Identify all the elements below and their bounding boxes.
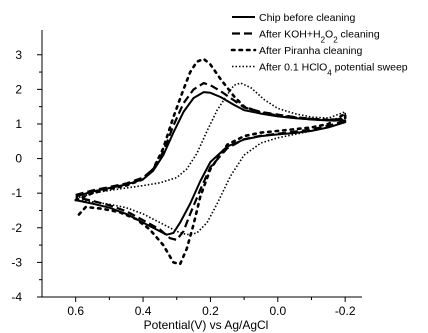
legend-label-4: After 0.1 HClO4 potential sweep — [259, 62, 408, 78]
axes — [41, 30, 362, 298]
legend-label-2: After KOH+H2O2 cleaning — [259, 29, 380, 45]
series-line-2 — [75, 82, 347, 241]
y-tick-label: 3 — [15, 48, 22, 62]
y-tick-label: -2 — [11, 221, 22, 235]
y-tick-label: 0 — [15, 152, 22, 166]
series-line-4 — [75, 82, 346, 236]
x-tick-label: 0.0 — [269, 304, 286, 318]
legend-label-1: Chip before cleaning — [259, 12, 355, 24]
y-tick-label: -3 — [11, 255, 22, 269]
x-tick-label: -0.2 — [335, 304, 356, 318]
x-tick-label: 0.2 — [202, 304, 219, 318]
x-tick-label: 0.6 — [67, 304, 84, 318]
y-tick-label: -4 — [11, 290, 22, 304]
y-tick-label: -1 — [11, 186, 22, 200]
curves — [74, 57, 347, 266]
x-ticks: 0.6 0.4 0.2 0.0 -0.2 — [67, 297, 356, 318]
legend: Chip before cleaning After KOH+H2O2 clean… — [230, 12, 408, 78]
x-tick-label: 0.4 — [135, 304, 152, 318]
y-ticks: -4 -3 -2 -1 0 1 2 3 — [11, 48, 42, 304]
series-line-3 — [74, 57, 347, 266]
x-axis-title: Potential(V) vs Ag/AgCl — [144, 318, 269, 332]
y-tick-label: 1 — [15, 117, 22, 131]
series-line-1 — [75, 91, 347, 236]
legend-label-3: After Piranha cleaning — [259, 45, 362, 57]
y-tick-label: 2 — [15, 82, 22, 96]
